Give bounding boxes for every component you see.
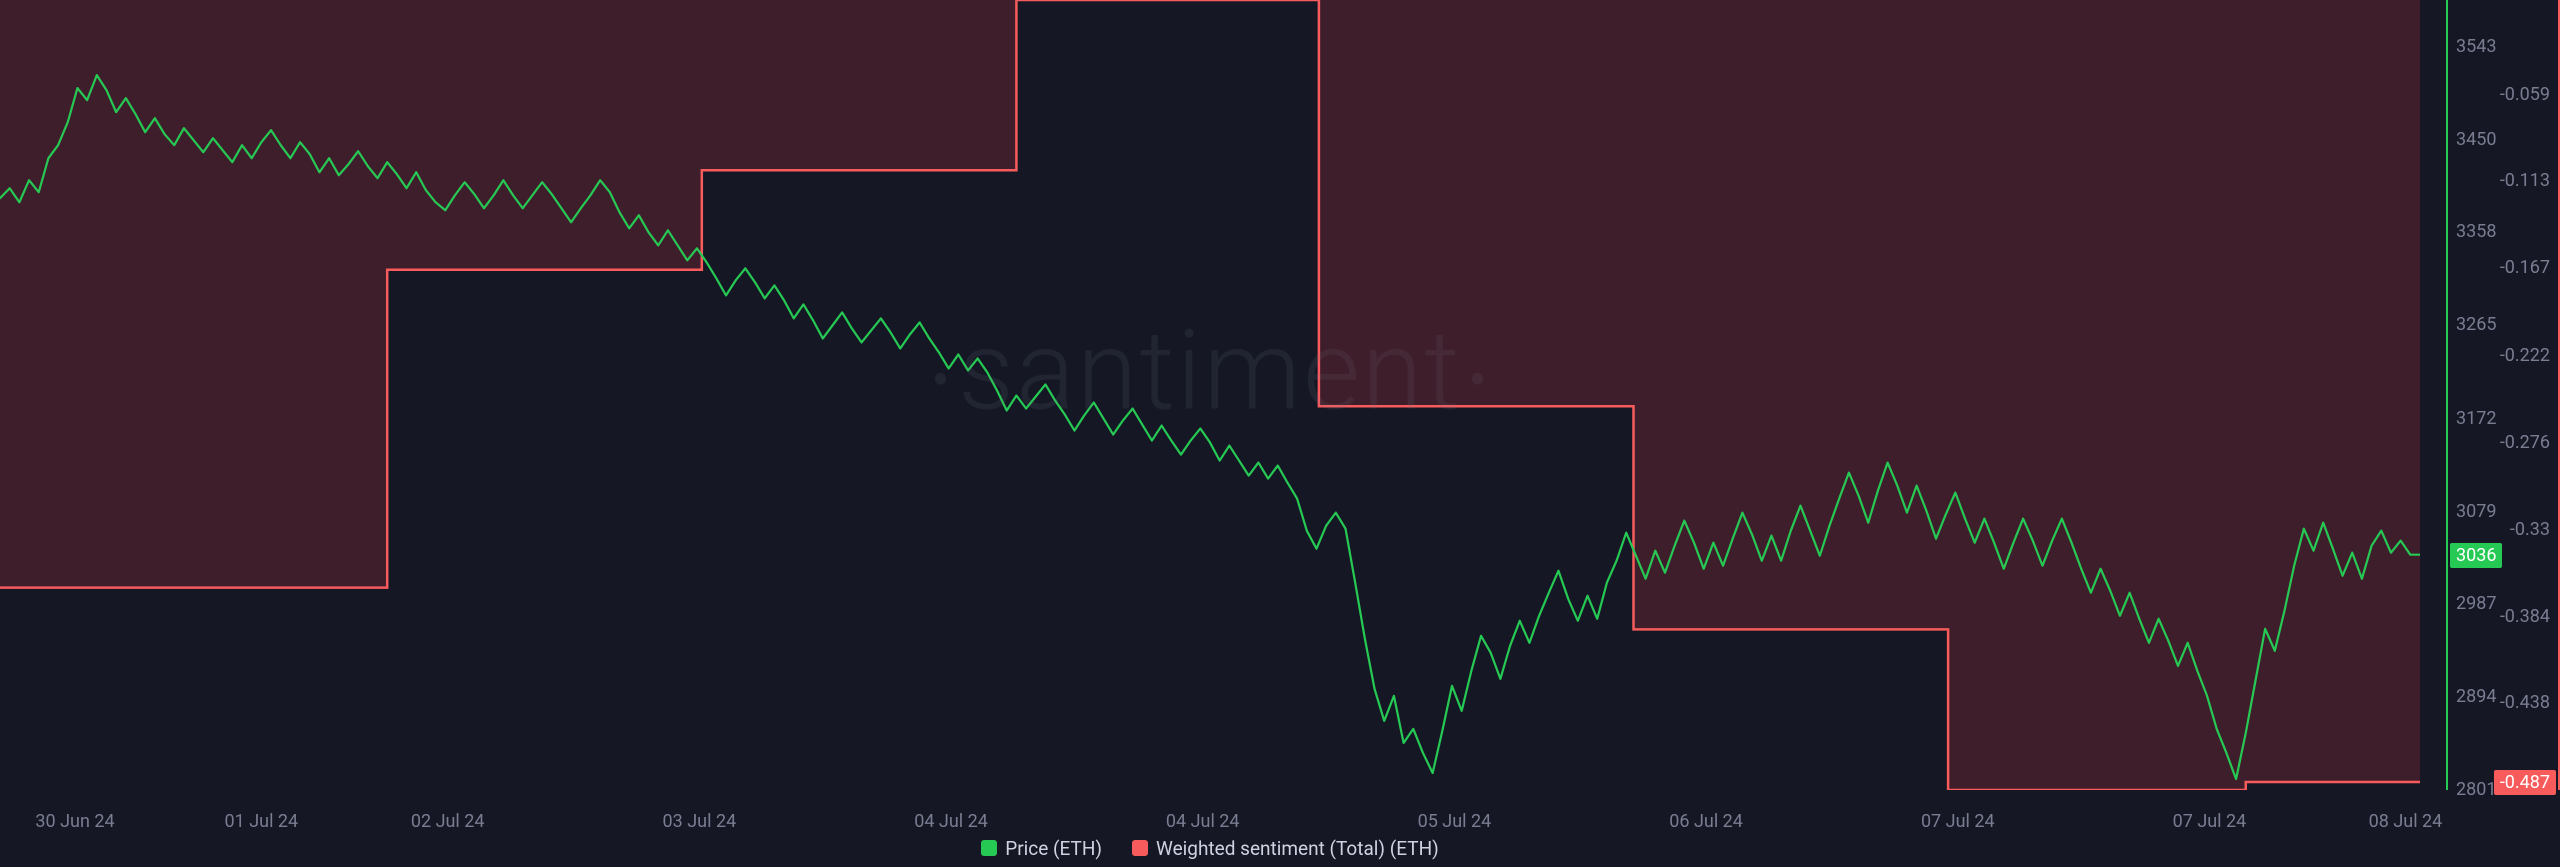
x-axis-tick: 07 Jul 24 bbox=[1921, 811, 1995, 832]
legend-label: Price (ETH) bbox=[1005, 837, 1102, 860]
right-axes: 354334503358326531723079298728942801 -0.… bbox=[2420, 0, 2560, 790]
legend-item: Price (ETH) bbox=[981, 837, 1102, 860]
x-axis-tick: 01 Jul 24 bbox=[225, 811, 299, 832]
price-axis-tick: 3265 bbox=[2456, 314, 2496, 335]
chart-legend: Price (ETH) Weighted sentiment (Total) (E… bbox=[0, 834, 2420, 862]
x-axis-tick: 07 Jul 24 bbox=[2173, 811, 2247, 832]
legend-label: Weighted sentiment (Total) (ETH) bbox=[1156, 837, 1439, 860]
sentiment-current-badge: -0.487 bbox=[2494, 770, 2556, 795]
sentiment-axis-tick: -0.33 bbox=[2510, 519, 2550, 540]
chart-svg bbox=[0, 0, 2420, 790]
legend-item: Weighted sentiment (Total) (ETH) bbox=[1132, 837, 1439, 860]
price-axis-tick: 3172 bbox=[2456, 408, 2496, 429]
price-axis-tick: 3358 bbox=[2456, 221, 2496, 242]
price-current-badge: 3036 bbox=[2450, 543, 2502, 568]
x-axis-tick: 08 Jul 24 bbox=[2369, 811, 2443, 832]
sentiment-axis-tick: -0.384 bbox=[2500, 606, 2550, 627]
sentiment-axis-tick: -0.167 bbox=[2500, 257, 2550, 278]
x-axis-tick: 03 Jul 24 bbox=[663, 811, 737, 832]
price-axis-tick: 2987 bbox=[2456, 593, 2496, 614]
x-axis-tick: 06 Jul 24 bbox=[1669, 811, 1743, 832]
x-axis-tick: 02 Jul 24 bbox=[411, 811, 485, 832]
sentiment-axis-tick: -0.276 bbox=[2500, 432, 2550, 453]
x-axis-tick: 30 Jun 24 bbox=[35, 811, 114, 832]
x-axis-tick: 04 Jul 24 bbox=[1166, 811, 1240, 832]
price-axis-tick: 3450 bbox=[2456, 129, 2496, 150]
sentiment-axis-tick: -0.222 bbox=[2500, 345, 2550, 366]
sentiment-axis-tick: -0.113 bbox=[2500, 170, 2550, 191]
price-axis-tick: 2801 bbox=[2456, 779, 2496, 800]
price-axis-line bbox=[2446, 0, 2448, 790]
legend-swatch bbox=[1132, 840, 1148, 856]
price-axis-tick: 3543 bbox=[2456, 36, 2496, 57]
sentiment-axis-tick: -0.438 bbox=[2500, 692, 2550, 713]
legend-swatch bbox=[981, 840, 997, 856]
chart-plot-area[interactable]: •santiment• bbox=[0, 0, 2420, 790]
price-axis-tick: 3079 bbox=[2456, 501, 2496, 522]
sentiment-axis-tick: -0.059 bbox=[2500, 84, 2550, 105]
price-axis-tick: 2894 bbox=[2456, 686, 2496, 707]
x-axis-tick: 04 Jul 24 bbox=[914, 811, 988, 832]
x-axis-tick: 05 Jul 24 bbox=[1418, 811, 1492, 832]
x-axis: 30 Jun 24 01 Jul 24 02 Jul 24 03 Jul 24 04 J… bbox=[0, 802, 2420, 832]
